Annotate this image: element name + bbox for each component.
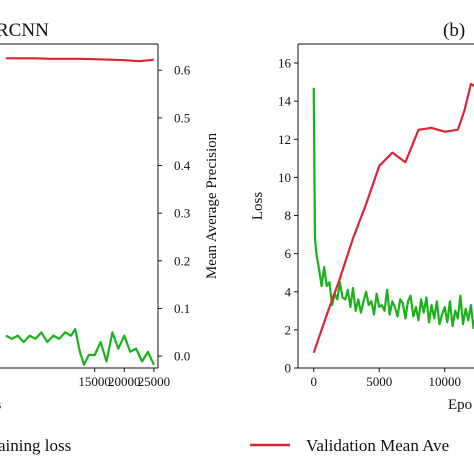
right-y-tick-label: 16 bbox=[278, 56, 292, 71]
legend-label-validation-map: Validation Mean Ave bbox=[306, 436, 449, 455]
left-x-tick-label: 25000 bbox=[138, 374, 171, 389]
right-x-tick-label: 0 bbox=[310, 374, 317, 389]
left-validation-map-line bbox=[5, 57, 155, 63]
right-training-loss-line bbox=[312, 87, 474, 330]
right-y-tick-label: 10 bbox=[278, 170, 291, 185]
right-y-tick-label: 14 bbox=[278, 94, 292, 109]
right-y-tick-label: 4 bbox=[285, 284, 292, 299]
left-y2-tick-label: 0.3 bbox=[174, 206, 190, 221]
left-y2-tick-label: 0.2 bbox=[174, 253, 190, 268]
legend-label-training-loss: aining loss bbox=[0, 436, 71, 455]
left-chart-title: RCNN bbox=[0, 20, 49, 41]
right-x-tick-label: 5000 bbox=[366, 374, 392, 389]
right-y-tick-label: 12 bbox=[278, 132, 291, 147]
left-y2-tick-label: 0.0 bbox=[174, 349, 190, 364]
right-x-tick-label: 10000 bbox=[428, 374, 461, 389]
left-y2-axis-label: Mean Average Precision bbox=[204, 132, 220, 279]
right-validation-map-line bbox=[312, 82, 474, 354]
right-x-axis-label: Epo bbox=[448, 397, 472, 413]
right-y-axis-label: Loss bbox=[250, 192, 266, 221]
right-chart-panel: 0 2 4 6 8 10 12 14 16 0 5000 10000 (b) Epo Loss bbox=[250, 20, 474, 413]
left-y2-tick-label: 0.4 bbox=[174, 158, 191, 173]
right-y-tick-label: 6 bbox=[285, 246, 292, 261]
legend: aining loss Validation Mean Ave bbox=[0, 436, 449, 455]
right-y-tick-label: 2 bbox=[285, 322, 292, 337]
left-x-axis-label: ns bbox=[0, 397, 2, 413]
right-chart-title: (b) bbox=[443, 20, 465, 41]
left-x-tick-label: 20000 bbox=[108, 374, 141, 389]
left-x-tick-label: 15000 bbox=[78, 374, 111, 389]
left-training-loss-line bbox=[5, 328, 155, 366]
right-y-tick-label: 8 bbox=[285, 208, 292, 223]
left-y2-tick-label: 0.6 bbox=[174, 63, 191, 78]
left-y2-tick-label: 0.5 bbox=[174, 110, 190, 125]
right-y-tick-label: 0 bbox=[285, 361, 292, 376]
left-y2-tick-label: 0.1 bbox=[174, 301, 190, 316]
